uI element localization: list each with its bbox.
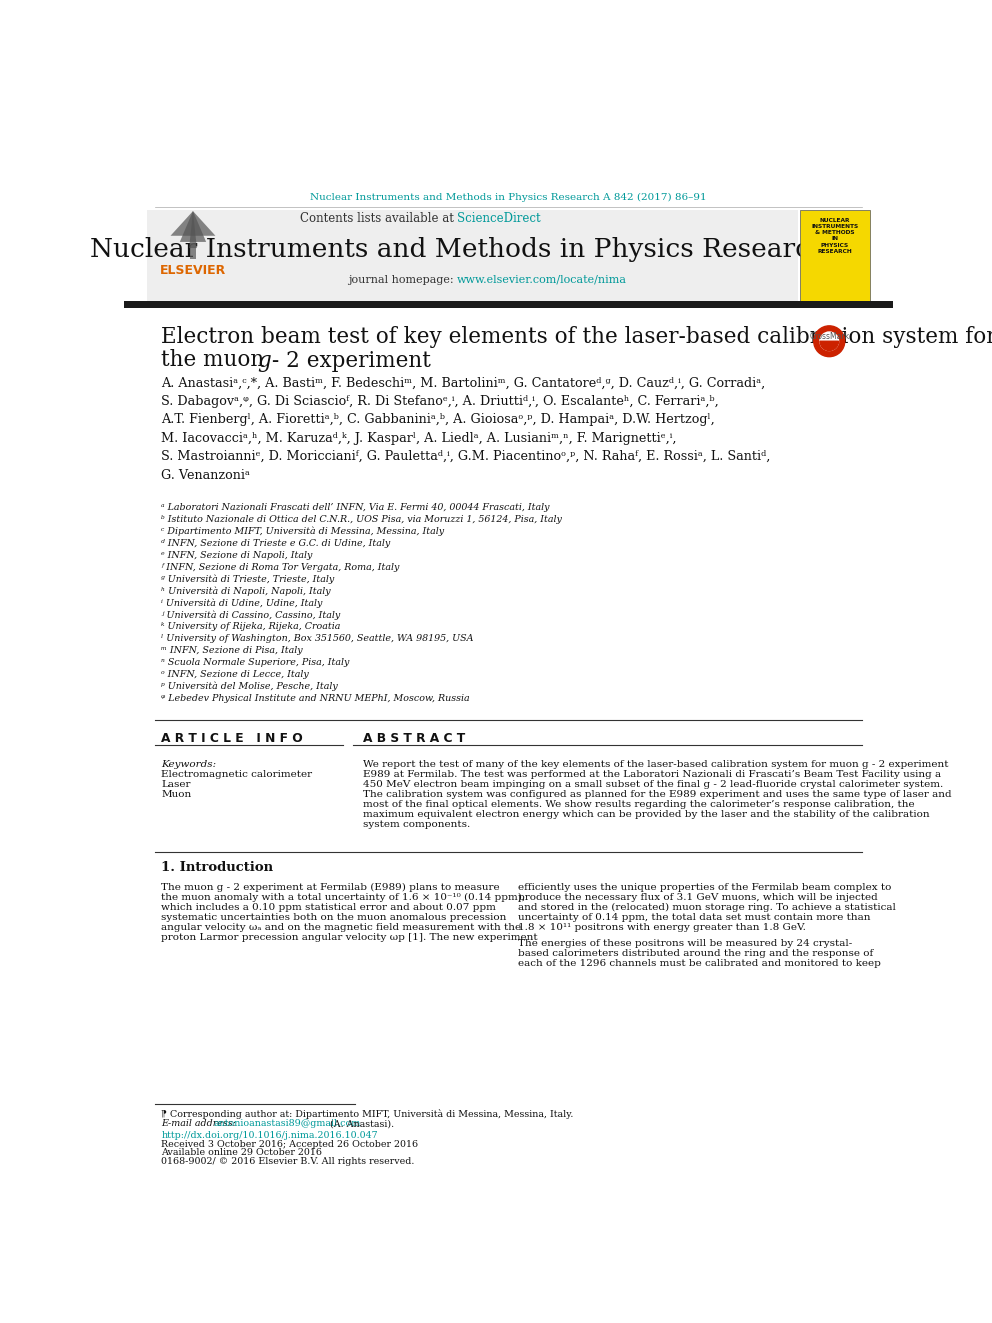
Text: S. Mastroianniᵉ, D. Moriccianiᶠ, G. Paulettaᵈ,ⁱ, G.M. Piacentinoᵒ,ᵖ, N. Rahaᶠ, E: S. Mastroianniᵉ, D. Moriccianiᶠ, G. Paul… [161, 450, 771, 463]
Text: system components.: system components. [363, 820, 470, 828]
Text: 1. Introduction: 1. Introduction [161, 861, 274, 875]
Text: The calibration system was configured as planned for the E989 experiment and use: The calibration system was configured as… [363, 790, 951, 799]
Text: ʲ Università di Cassino, Cassino, Italy: ʲ Università di Cassino, Cassino, Italy [161, 610, 340, 619]
Text: ˡ University of Washington, Box 351560, Seattle, WA 98195, USA: ˡ University of Washington, Box 351560, … [161, 634, 474, 643]
Text: http://dx.doi.org/10.1016/j.nima.2016.10.047: http://dx.doi.org/10.1016/j.nima.2016.10… [161, 1131, 378, 1139]
Text: M. Iacovacciᵃ,ʰ, M. Karuzaᵈ,ᵏ, J. Kasparˡ, A. Liedlᵃ, A. Lusianiᵐ,ⁿ, F. Marignet: M. Iacovacciᵃ,ʰ, M. Karuzaᵈ,ᵏ, J. Kaspar… [161, 431, 677, 445]
Text: efficiently uses the unique properties of the Fermilab beam complex to: efficiently uses the unique properties o… [518, 882, 891, 892]
Text: A B S T R A C T: A B S T R A C T [363, 732, 465, 745]
Text: proton Larmor precession angular velocity ωp [1]. The new experiment: proton Larmor precession angular velocit… [161, 933, 538, 942]
Text: Keywords:: Keywords: [161, 759, 216, 769]
Text: E989 at Fermilab. The test was performed at the Laboratori Nazionali di Frascati: E989 at Fermilab. The test was performed… [363, 770, 940, 779]
Text: ᵖ Università del Molise, Pesche, Italy: ᵖ Università del Molise, Pesche, Italy [161, 681, 338, 692]
Text: Contents lists available at: Contents lists available at [300, 212, 457, 225]
Text: S. Dabagovᵃ,ᵠ, G. Di Sciascioᶠ, R. Di Stefanoᵉ,ⁱ, A. Driuttiᵈ,ⁱ, O. Escalanteʰ, : S. Dabagovᵃ,ᵠ, G. Di Sciascioᶠ, R. Di St… [161, 394, 719, 407]
Text: G. Venanzoniᵃ: G. Venanzoniᵃ [161, 468, 250, 482]
Text: g: g [257, 349, 271, 372]
Text: ⁿ Scuola Normale Superiore, Pisa, Italy: ⁿ Scuola Normale Superiore, Pisa, Italy [161, 659, 349, 667]
Text: The energies of these positrons will be measured by 24 crystal-: The energies of these positrons will be … [518, 939, 852, 949]
Polygon shape [180, 212, 206, 242]
Text: 1.8 × 10¹¹ positrons with energy greater than 1.8 GeV.: 1.8 × 10¹¹ positrons with energy greater… [518, 923, 806, 931]
Text: Nuclear Instruments and Methods in Physics Research A 842 (2017) 86–91: Nuclear Instruments and Methods in Physi… [310, 193, 706, 202]
Text: www.elsevier.com/locate/nima: www.elsevier.com/locate/nima [457, 275, 627, 284]
Text: the muon anomaly with a total uncertainty of 1.6 × 10⁻¹⁰ (0.14 ppm),: the muon anomaly with a total uncertaint… [161, 893, 526, 902]
Text: ᵐ INFN, Sezione di Pisa, Italy: ᵐ INFN, Sezione di Pisa, Italy [161, 647, 303, 655]
Text: Muon: Muon [161, 790, 191, 799]
Text: maximum equivalent electron energy which can be provided by the laser and the st: maximum equivalent electron energy which… [363, 810, 930, 819]
Text: ᵉ INFN, Sezione di Napoli, Italy: ᵉ INFN, Sezione di Napoli, Italy [161, 550, 312, 560]
Text: A R T I C L E   I N F O: A R T I C L E I N F O [161, 732, 303, 745]
Bar [147, 210, 799, 302]
Text: Laser: Laser [161, 779, 190, 789]
Bar [800, 210, 870, 302]
Circle shape [813, 325, 845, 357]
Text: Available online 29 October 2016: Available online 29 October 2016 [161, 1148, 322, 1158]
Text: each of the 1296 channels must be calibrated and monitored to keep: each of the 1296 channels must be calibr… [518, 959, 881, 968]
Text: ᵠ Lebedev Physical Institute and NRNU MEPhI, Moscow, Russia: ᵠ Lebedev Physical Institute and NRNU ME… [161, 695, 470, 703]
Text: based calorimeters distributed around the ring and the response of: based calorimeters distributed around th… [518, 949, 873, 958]
Text: ᵍ Università di Trieste, Trieste, Italy: ᵍ Università di Trieste, Trieste, Italy [161, 574, 334, 583]
Bar [147, 210, 239, 302]
Text: ⁱ Università di Udine, Udine, Italy: ⁱ Università di Udine, Udine, Italy [161, 598, 322, 607]
Text: and stored in the (relocated) muon storage ring. To achieve a statistical: and stored in the (relocated) muon stora… [518, 904, 896, 912]
Text: NUCLEAR
INSTRUMENTS
& METHODS
IN
PHYSICS
RESEARCH: NUCLEAR INSTRUMENTS & METHODS IN PHYSICS… [811, 218, 858, 254]
Text: 0168-9002/ © 2016 Elsevier B.V. All rights reserved.: 0168-9002/ © 2016 Elsevier B.V. All righ… [161, 1156, 415, 1166]
Polygon shape [171, 212, 215, 235]
Wedge shape [820, 341, 838, 351]
Text: 450 MeV electron beam impinging on a small subset of the final g - 2 lead-fluori: 450 MeV electron beam impinging on a sma… [363, 779, 943, 789]
Text: ᵃ Laboratori Nazionali Frascati dell’ INFN, Via E. Fermi 40, 00044 Frascati, Ita: ᵃ Laboratori Nazionali Frascati dell’ IN… [161, 503, 550, 512]
Text: ScienceDirect: ScienceDirect [457, 212, 541, 225]
Text: ᶠ INFN, Sezione di Roma Tor Vergata, Roma, Italy: ᶠ INFN, Sezione di Roma Tor Vergata, Rom… [161, 562, 400, 572]
Text: which includes a 0.10 ppm statistical error and about 0.07 ppm: which includes a 0.10 ppm statistical er… [161, 904, 496, 912]
Circle shape [820, 332, 838, 351]
Text: Electron beam test of key elements of the laser-based calibration system for: Electron beam test of key elements of th… [161, 327, 992, 348]
Text: ᵈ INFN, Sezione di Trieste e G.C. di Udine, Italy: ᵈ INFN, Sezione di Trieste e G.C. di Udi… [161, 538, 391, 548]
Text: A. Anastasiᵃ,ᶜ,*, A. Bastiᵐ, F. Bedeschiᵐ, M. Bartoliniᵐ, G. Cantatoreᵈ,ᵍ, D. Ca: A. Anastasiᵃ,ᶜ,*, A. Bastiᵐ, F. Bedeschi… [161, 376, 766, 389]
Text: uncertainty of 0.14 ppm, the total data set must contain more than: uncertainty of 0.14 ppm, the total data … [518, 913, 870, 922]
Text: ᵇ Istituto Nazionale di Ottica del C.N.R., UOS Pisa, via Moruzzi 1, 56124, Pisa,: ᵇ Istituto Nazionale di Ottica del C.N.R… [161, 515, 562, 524]
Text: Nuclear Instruments and Methods in Physics Research A: Nuclear Instruments and Methods in Physi… [90, 237, 855, 262]
Text: A.T. Fienbergˡ, A. Fiorettiᵃ,ᵇ, C. Gabbaniniᵃ,ᵇ, A. Gioiosaᵒ,ᵖ, D. Hampaiᵃ, D.W.: A.T. Fienbergˡ, A. Fiorettiᵃ,ᵇ, C. Gabba… [161, 413, 715, 426]
Text: ᵒ INFN, Sezione di Lecce, Italy: ᵒ INFN, Sezione di Lecce, Italy [161, 671, 309, 679]
Text: systematic uncertainties both on the muon anomalous precession: systematic uncertainties both on the muo… [161, 913, 507, 922]
Text: ᵏ University of Rijeka, Rijeka, Croatia: ᵏ University of Rijeka, Rijeka, Croatia [161, 622, 340, 631]
Text: We report the test of many of the key elements of the laser-based calibration sy: We report the test of many of the key el… [363, 759, 948, 769]
Text: the muon: the muon [161, 349, 272, 372]
Polygon shape [189, 212, 196, 249]
Text: (A. Anastasi).: (A. Anastasi). [327, 1119, 394, 1129]
Bar [189, 243, 196, 259]
Text: produce the necessary flux of 3.1 GeV muons, which will be injected: produce the necessary flux of 3.1 GeV mu… [518, 893, 878, 902]
Text: ᶜ Dipartimento MIFT, Università di Messina, Messina, Italy: ᶜ Dipartimento MIFT, Università di Messi… [161, 527, 444, 536]
Text: Electromagnetic calorimeter: Electromagnetic calorimeter [161, 770, 312, 779]
Text: ⁋ Corresponding author at: Dipartimento MIFT, Università di Messina, Messina, It: ⁋ Corresponding author at: Dipartimento … [161, 1110, 573, 1119]
Text: ʰ Università di Napoli, Napoli, Italy: ʰ Università di Napoli, Napoli, Italy [161, 586, 330, 595]
Text: E-mail address:: E-mail address: [161, 1119, 239, 1129]
Text: journal homepage:: journal homepage: [348, 275, 457, 284]
Text: The muon g - 2 experiment at Fermilab (E989) plans to measure: The muon g - 2 experiment at Fermilab (E… [161, 882, 500, 892]
Text: angular velocity ωₐ and on the magnetic field measurement with the: angular velocity ωₐ and on the magnetic … [161, 923, 522, 931]
Text: - 2 experiment: - 2 experiment [265, 349, 431, 372]
Text: CrossMark: CrossMark [809, 332, 849, 341]
Text: most of the final optical elements. We show results regarding the calorimeter’s : most of the final optical elements. We s… [363, 800, 915, 808]
Text: Received 3 October 2016; Accepted 26 October 2016: Received 3 October 2016; Accepted 26 Oct… [161, 1140, 419, 1148]
Bar [124, 302, 893, 308]
Text: antonioanastasi89@gmail.com: antonioanastasi89@gmail.com [213, 1119, 360, 1129]
Text: ELSEVIER: ELSEVIER [160, 263, 226, 277]
